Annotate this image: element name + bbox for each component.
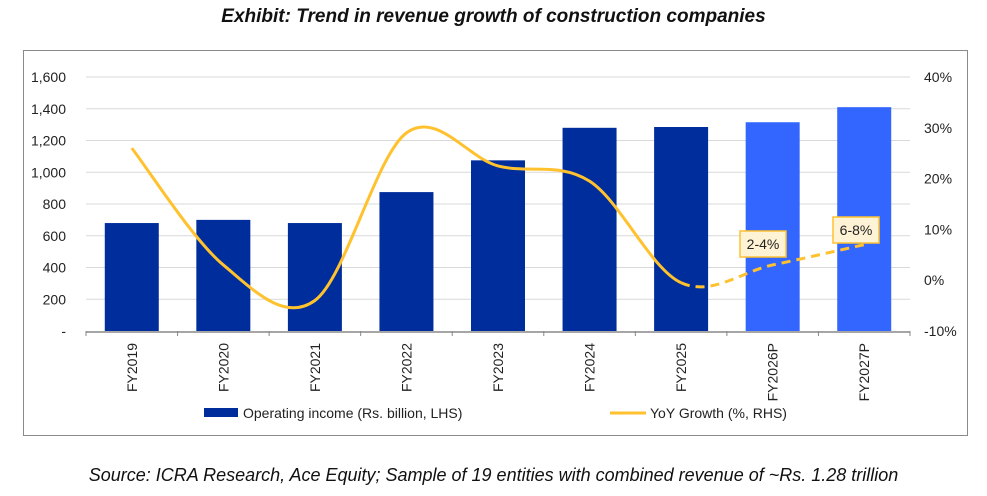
x-tick-label: FY2027P bbox=[856, 343, 872, 401]
x-tick-label: FY2022 bbox=[398, 343, 414, 392]
annotation-box bbox=[832, 216, 880, 244]
left-tick-label: 1,000 bbox=[31, 164, 66, 180]
legend-bar-label: Operating income (Rs. billion, LHS) bbox=[243, 405, 462, 421]
left-tick-label: 1,600 bbox=[31, 69, 66, 85]
bar-FY2025 bbox=[654, 127, 709, 331]
bar-FY2020 bbox=[196, 219, 251, 331]
right-tick-label: 30% bbox=[924, 120, 952, 136]
annotation-label: 2-4% bbox=[747, 236, 780, 252]
bar-FY2024 bbox=[562, 127, 617, 331]
right-tick-label: 20% bbox=[924, 171, 952, 187]
legend-bar-swatch bbox=[204, 408, 238, 417]
left-tick-label: 1,400 bbox=[31, 101, 66, 117]
x-tick-label: FY2019 bbox=[124, 343, 140, 392]
left-tick-label: 400 bbox=[43, 260, 67, 276]
left-tick-label: 600 bbox=[43, 228, 67, 244]
chart-title: Exhibit: Trend in revenue growth of cons… bbox=[221, 6, 766, 27]
growth-line-actual bbox=[130, 125, 682, 310]
legend-line-label: YoY Growth (%, RHS) bbox=[650, 405, 787, 421]
x-tick-label: FY2020 bbox=[215, 343, 231, 392]
right-tick-label: -10% bbox=[924, 323, 957, 339]
bar-FY2023 bbox=[471, 160, 525, 331]
right-tick-label: 0% bbox=[924, 272, 944, 288]
source-note: Source: ICRA Research, Ace Equity; Sampl… bbox=[88, 465, 899, 485]
growth-line-projected bbox=[680, 243, 865, 289]
right-tick-label: 10% bbox=[924, 221, 952, 237]
x-tick-label: FY2025 bbox=[673, 343, 689, 392]
x-tick-label: FY2024 bbox=[582, 343, 598, 392]
x-tick-label: FY2021 bbox=[307, 343, 323, 392]
x-tick-label: FY2026P bbox=[765, 343, 781, 401]
right-tick-label: 40% bbox=[924, 69, 952, 85]
bar-FY2022 bbox=[379, 192, 434, 331]
left-tick-label: - bbox=[61, 323, 66, 339]
annotation-box bbox=[739, 230, 787, 258]
bar-FY2019 bbox=[104, 223, 159, 331]
left-tick-label: 1,200 bbox=[31, 133, 66, 149]
x-tick-label: FY2023 bbox=[490, 343, 506, 392]
chart-frame bbox=[23, 50, 968, 436]
left-tick-label: 800 bbox=[43, 196, 67, 212]
bar-FY2026P bbox=[745, 122, 800, 332]
left-tick-label: 200 bbox=[43, 291, 67, 307]
annotation-label: 6-8% bbox=[840, 222, 873, 238]
